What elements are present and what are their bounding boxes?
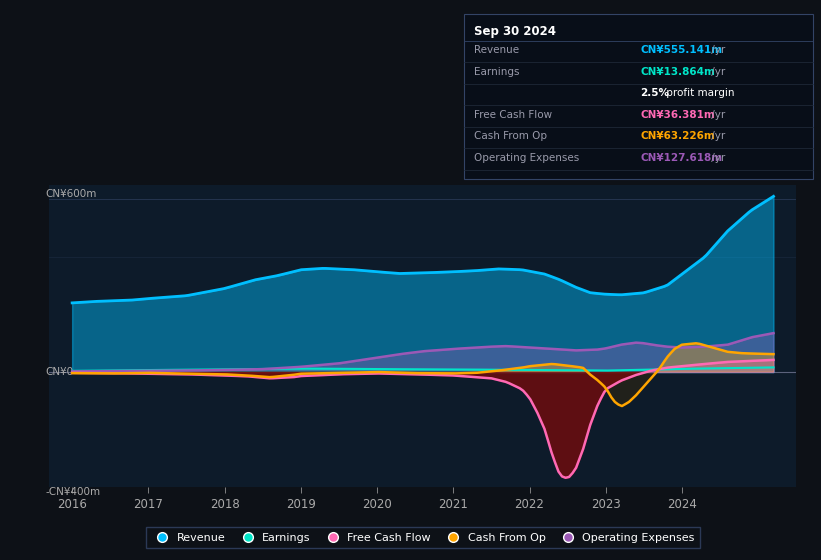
Text: CN¥13.864m: CN¥13.864m <box>640 67 715 77</box>
Text: 2.5%: 2.5% <box>640 88 669 99</box>
Text: /yr: /yr <box>708 110 725 120</box>
Text: CN¥0: CN¥0 <box>45 367 74 377</box>
Text: Earnings: Earnings <box>474 67 519 77</box>
Text: Operating Expenses: Operating Expenses <box>474 153 579 163</box>
Text: profit margin: profit margin <box>663 88 735 99</box>
Text: CN¥555.141m: CN¥555.141m <box>640 45 722 55</box>
Text: /yr: /yr <box>708 131 725 141</box>
Text: /yr: /yr <box>708 45 725 55</box>
Text: Cash From Op: Cash From Op <box>474 131 547 141</box>
Text: CN¥36.381m: CN¥36.381m <box>640 110 715 120</box>
Text: CN¥63.226m: CN¥63.226m <box>640 131 715 141</box>
Text: -CN¥400m: -CN¥400m <box>45 487 101 497</box>
Text: Sep 30 2024: Sep 30 2024 <box>474 25 556 39</box>
Text: /yr: /yr <box>708 67 725 77</box>
Text: CN¥127.618m: CN¥127.618m <box>640 153 722 163</box>
Text: Free Cash Flow: Free Cash Flow <box>474 110 552 120</box>
Legend: Revenue, Earnings, Free Cash Flow, Cash From Op, Operating Expenses: Revenue, Earnings, Free Cash Flow, Cash … <box>145 527 700 548</box>
Text: CN¥600m: CN¥600m <box>45 189 97 199</box>
Text: Revenue: Revenue <box>474 45 519 55</box>
Text: /yr: /yr <box>708 153 725 163</box>
